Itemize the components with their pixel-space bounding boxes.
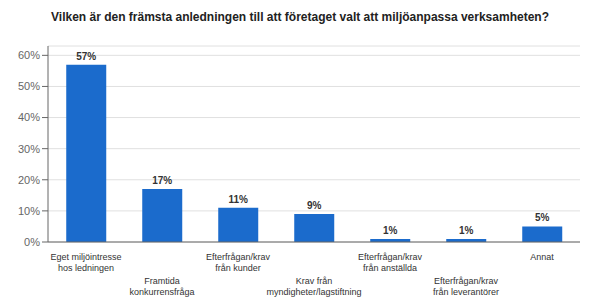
svg-text:9%: 9% xyxy=(307,200,322,211)
svg-text:50%: 50% xyxy=(18,80,40,92)
svg-text:40%: 40% xyxy=(18,111,40,123)
svg-text:0%: 0% xyxy=(24,236,40,248)
svg-text:Krav frånmyndigheter/lagstiftn: Krav frånmyndigheter/lagstiftning xyxy=(266,276,361,297)
svg-text:Efterfrågan/kravfrån leverantö: Efterfrågan/kravfrån leverantörer xyxy=(433,276,499,297)
svg-text:Efterfrågan/kravfrån anställda: Efterfrågan/kravfrån anställda xyxy=(358,252,423,273)
svg-text:Annat: Annat xyxy=(530,252,554,262)
svg-text:Efterfrågan/kravfrån kunder: Efterfrågan/kravfrån kunder xyxy=(206,252,271,273)
svg-text:1%: 1% xyxy=(459,225,474,236)
svg-text:5%: 5% xyxy=(535,212,550,223)
svg-text:30%: 30% xyxy=(18,143,40,155)
svg-text:1%: 1% xyxy=(383,225,398,236)
svg-text:Eget miljöintressehos ledninge: Eget miljöintressehos ledningen xyxy=(50,252,121,273)
svg-text:11%: 11% xyxy=(229,194,249,205)
html-text:Vilken är den främsta anlednin: Vilken är den främsta anledningen till a… xyxy=(51,10,549,24)
svg-text:60%: 60% xyxy=(18,49,40,61)
svg-text:10%: 10% xyxy=(18,205,40,217)
svg-text:57%: 57% xyxy=(76,51,96,62)
svg-text:20%: 20% xyxy=(18,174,40,186)
svg-text:Framtidakonkurrensfråga: Framtidakonkurrensfråga xyxy=(129,276,194,297)
svg-text:17%: 17% xyxy=(152,175,172,186)
